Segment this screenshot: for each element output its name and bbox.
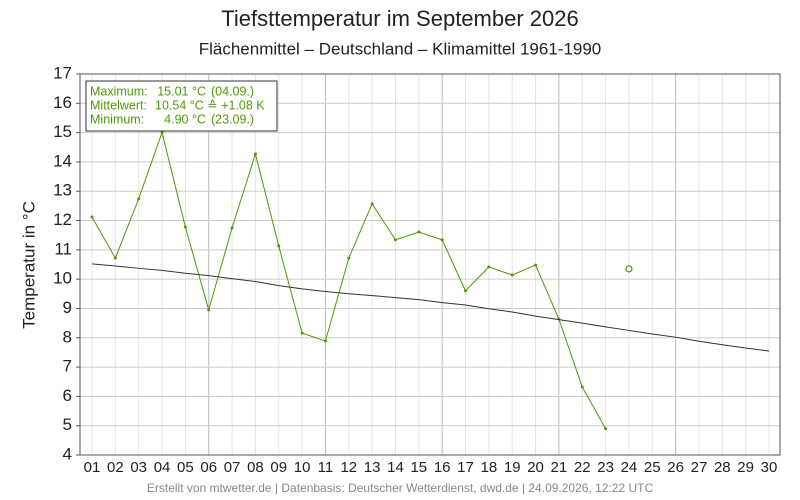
x-tick-label: 15 <box>410 459 427 476</box>
x-tick-label: 04 <box>154 459 171 476</box>
point <box>580 385 584 389</box>
y-axis-label: Temperatur in °C <box>19 201 38 329</box>
x-tick-label: 07 <box>224 459 241 476</box>
y-tick-label: 13 <box>53 181 72 200</box>
x-tick-label: 22 <box>574 459 591 476</box>
x-tick-label: 10 <box>294 459 311 476</box>
x-tick-label: 06 <box>200 459 217 476</box>
point <box>230 226 234 230</box>
y-tick-label: 17 <box>53 63 72 82</box>
chart-subtitle: Flächenmittel – Deutschland – Klimamitte… <box>199 39 602 58</box>
x-tick-label: 24 <box>621 459 638 476</box>
point <box>370 202 374 206</box>
point <box>253 152 257 156</box>
x-tick-label: 28 <box>714 459 731 476</box>
point <box>183 225 187 229</box>
y-tick-label: 15 <box>53 122 72 141</box>
mean-marker <box>625 265 633 273</box>
x-tick-label: 01 <box>84 459 101 476</box>
x-tick-label: 14 <box>387 459 404 476</box>
y-tick-label: 11 <box>54 239 72 258</box>
y-tick-label: 12 <box>53 210 72 229</box>
point <box>323 339 327 343</box>
info-date: (23.09.) <box>211 112 254 126</box>
point <box>487 265 491 269</box>
x-tick-label: 17 <box>457 459 474 476</box>
x-tick-label: 29 <box>737 459 754 476</box>
y-tick-label: 7 <box>63 357 72 376</box>
info-value: 4.90 °C <box>164 112 206 126</box>
x-tick-label: 30 <box>761 459 778 476</box>
info-label: Maximum: <box>90 84 148 98</box>
chart-title: Tiefsttemperatur im September 2026 <box>221 6 578 31</box>
footer: Erstellt von mtwetter.de | Datenbasis: D… <box>147 481 654 495</box>
point <box>207 308 211 312</box>
info-date: (04.09.) <box>211 84 254 98</box>
point <box>417 230 421 234</box>
y-tick-label: 5 <box>63 415 72 434</box>
info-value: 15.01 °C <box>157 84 206 98</box>
y-tick-label: 16 <box>53 93 72 112</box>
x-tick-label: 08 <box>247 459 264 476</box>
info-label: Minimum: <box>90 112 144 126</box>
y-tick-label: 14 <box>53 151 72 170</box>
point <box>277 244 281 248</box>
x-tick-label: 23 <box>597 459 614 476</box>
info-box <box>85 80 278 132</box>
point <box>393 238 397 242</box>
point <box>113 256 117 260</box>
point <box>90 215 94 219</box>
x-tick-label: 20 <box>527 459 544 476</box>
y-tick-label: 6 <box>63 386 72 405</box>
x-tick-label: 05 <box>177 459 194 476</box>
plot-frame <box>79 73 781 456</box>
x-tick-label: 19 <box>504 459 521 476</box>
y-tick-label: 9 <box>63 298 72 317</box>
x-tick-label: 13 <box>364 459 381 476</box>
point <box>464 289 468 293</box>
x-tick-label: 09 <box>270 459 287 476</box>
y-tick-label: 8 <box>63 327 72 346</box>
point <box>137 197 141 201</box>
x-tick-label: 25 <box>644 459 661 476</box>
x-tick-label: 12 <box>340 459 357 476</box>
info-value: 10.54 °C ≙ +1.08 K <box>155 98 265 112</box>
x-tick-label: 11 <box>318 459 334 476</box>
x-tick-label: 18 <box>481 459 498 476</box>
climate-line <box>91 263 770 352</box>
y-tick-label: 4 <box>63 444 72 463</box>
point <box>604 427 608 431</box>
point <box>440 238 444 242</box>
x-tick-label: 02 <box>107 459 124 476</box>
x-tick-label: 21 <box>551 459 568 476</box>
x-tick-label: 16 <box>434 459 451 476</box>
x-tick-label: 03 <box>130 459 147 476</box>
point <box>510 273 514 277</box>
info-label: Mittelwert: <box>90 98 147 112</box>
point <box>300 331 304 335</box>
point <box>534 263 538 267</box>
x-tick-label: 27 <box>691 459 708 476</box>
x-tick-label: 26 <box>667 459 684 476</box>
point <box>160 130 164 134</box>
y-tick-label: 10 <box>53 269 72 288</box>
point <box>347 256 351 260</box>
